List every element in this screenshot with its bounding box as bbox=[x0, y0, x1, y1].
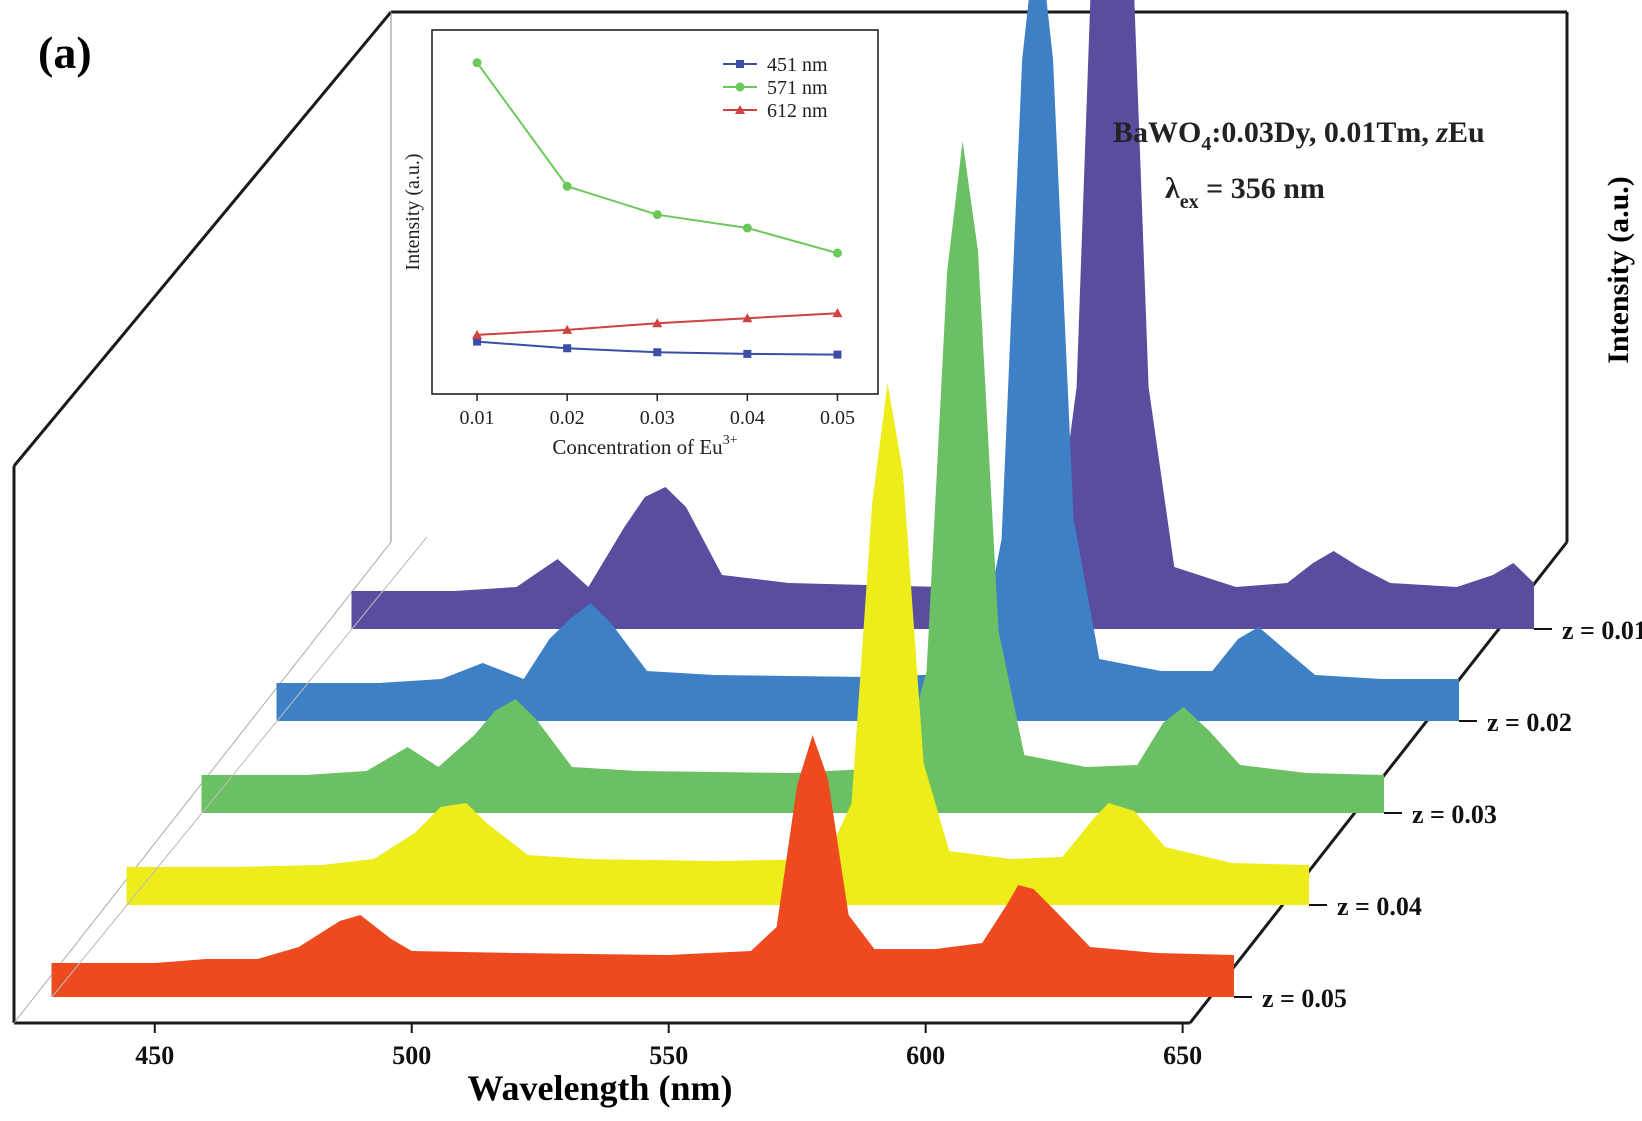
legend-marker-612-nm bbox=[735, 105, 745, 114]
compound-italic: z bbox=[1435, 116, 1448, 149]
inset-point-451-nm bbox=[743, 349, 752, 358]
frame-top-left bbox=[12, 11, 393, 467]
legend-label-612-nm: 612 nm bbox=[767, 100, 828, 122]
inset-x-ticks: 0.01 0.02 0.03 0.04 0.05 bbox=[460, 394, 855, 429]
inset-point-451-nm bbox=[653, 348, 662, 357]
depth-guide bbox=[351, 536, 428, 630]
inset-x-axis-title-text: Concentration of Eu bbox=[552, 435, 723, 459]
depth-guide bbox=[51, 904, 128, 998]
inset-x-tick-label: 0.05 bbox=[820, 407, 855, 429]
inset-point-451-nm bbox=[563, 344, 572, 353]
legend-label-571-nm: 571 nm bbox=[767, 77, 828, 99]
compound-end: Eu bbox=[1448, 116, 1485, 149]
inset-point-571-nm bbox=[832, 248, 842, 258]
depth-guide bbox=[201, 720, 278, 814]
z-label-z-0-01: z = 0.01 bbox=[1562, 616, 1642, 645]
z-label-z-0-02: z = 0.02 bbox=[1487, 708, 1572, 737]
excitation-value: = 356 nm bbox=[1199, 172, 1325, 205]
spectrum-z-0-05 bbox=[52, 735, 1234, 997]
inset-point-451-nm bbox=[833, 350, 842, 359]
x-axis: 450 500 550 600 650 bbox=[135, 1023, 1202, 1070]
x-tick-label: 650 bbox=[1163, 1041, 1202, 1070]
y-axis-title: Intensity (a.u.) bbox=[1602, 176, 1635, 364]
inset-x-axis-title: Concentration of Eu3+ bbox=[552, 433, 737, 459]
inset-x-tick-label: 0.03 bbox=[640, 407, 675, 429]
z-label-z-0-03: z = 0.03 bbox=[1412, 800, 1497, 829]
excitation-subscript: ex bbox=[1180, 191, 1199, 213]
legend-marker-451-nm bbox=[736, 60, 744, 68]
inset-point-571-nm bbox=[742, 223, 752, 233]
x-tick-label: 550 bbox=[649, 1041, 688, 1070]
inset-x-tick-label: 0.04 bbox=[730, 407, 765, 429]
legend-marker-571-nm bbox=[735, 82, 745, 92]
x-tick-label: 450 bbox=[135, 1041, 174, 1070]
compound-prefix: BaWO bbox=[1113, 116, 1201, 149]
inset-x-axis-title-superscript: 3+ bbox=[723, 433, 738, 448]
inset-point-612-nm bbox=[832, 308, 843, 318]
legend-label-451-nm: 451 nm bbox=[767, 54, 828, 76]
excitation-annotation: λex = 356 nm bbox=[1165, 172, 1325, 213]
inset-point-571-nm bbox=[472, 58, 482, 68]
panel-label: (a) bbox=[38, 27, 92, 78]
inset-point-612-nm bbox=[472, 329, 483, 339]
depth-guide bbox=[276, 628, 353, 722]
depth-guide bbox=[126, 812, 203, 906]
inset-series bbox=[472, 58, 843, 359]
x-axis-title: Wavelength (nm) bbox=[468, 1068, 733, 1108]
inset-x-tick-label: 0.01 bbox=[460, 407, 495, 429]
inset-point-571-nm bbox=[562, 181, 572, 191]
compound-suffix: :0.03Dy, 0.01Tm, bbox=[1211, 116, 1436, 149]
inset-point-612-nm bbox=[742, 313, 753, 323]
compound-subscript: 4 bbox=[1201, 133, 1211, 155]
inset-point-612-nm bbox=[652, 318, 663, 328]
z-axis-labels: z = 0.01 z = 0.02 z = 0.03 z = 0.04 z = 0.05 bbox=[1234, 616, 1642, 1013]
x-tick-label: 500 bbox=[392, 1041, 431, 1070]
inset-point-571-nm bbox=[652, 210, 662, 220]
z-label-z-0-05: z = 0.05 bbox=[1262, 984, 1347, 1013]
x-tick-label: 600 bbox=[906, 1041, 945, 1070]
compound-annotation: BaWO4:0.03Dy, 0.01Tm, zEu bbox=[1113, 116, 1485, 155]
inset-x-tick-label: 0.02 bbox=[550, 407, 585, 429]
inset-point-612-nm bbox=[562, 324, 573, 334]
z-label-z-0-04: z = 0.04 bbox=[1337, 892, 1422, 921]
inset-y-axis-title: Intensity (a.u.) bbox=[402, 153, 424, 270]
spectra-layers bbox=[51, 0, 1534, 998]
inset-point-451-nm bbox=[473, 337, 482, 346]
excitation-symbol: λ bbox=[1165, 172, 1180, 205]
